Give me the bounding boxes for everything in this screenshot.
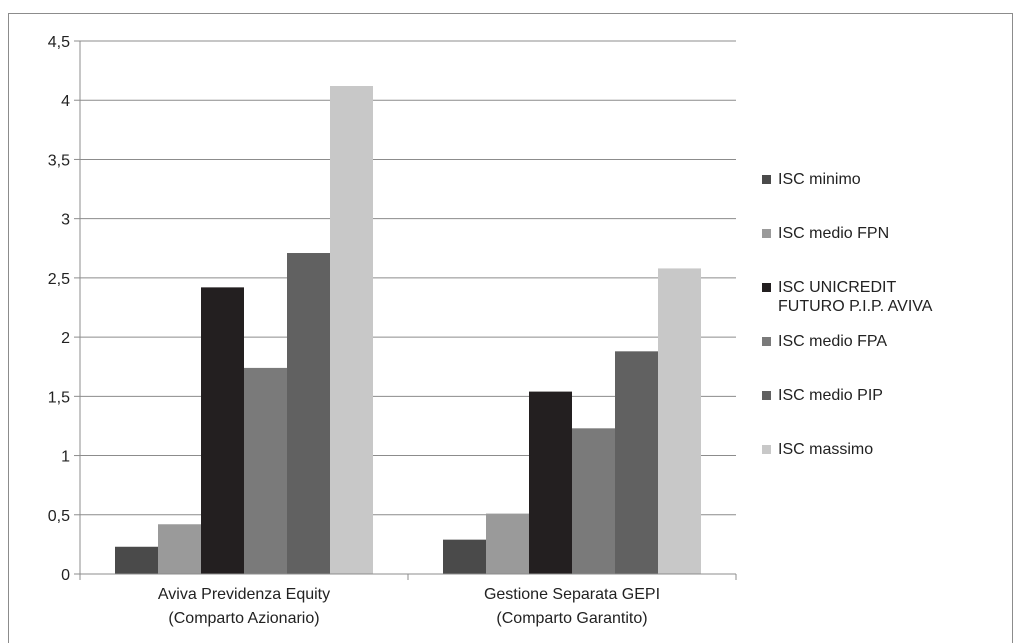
- bar: [158, 524, 201, 574]
- chart-frame: [8, 13, 1013, 643]
- legend-label: ISC medio FPA: [778, 333, 888, 350]
- x-tick-label: (Comparto Garantito): [496, 610, 647, 627]
- gridlines: [80, 40, 736, 516]
- legend-swatch: [762, 391, 771, 400]
- legend-item: ISC medio FPA: [762, 332, 887, 351]
- legend-swatch: [762, 283, 771, 292]
- y-tick-label: 0: [61, 567, 70, 584]
- bar: [244, 367, 287, 574]
- legend-swatch: [762, 175, 771, 184]
- legend-label: ISC minimo: [778, 171, 861, 188]
- bar: [201, 287, 244, 574]
- legend-item: ISC medio PIP: [762, 386, 883, 405]
- x-tick-label: Aviva Previdenza Equity: [158, 586, 330, 603]
- bar: [115, 546, 158, 574]
- x-tick-label: Gestione Separata GEPI: [484, 586, 660, 603]
- bar: [486, 513, 529, 574]
- y-tick-label: 0,5: [48, 508, 70, 525]
- bar: [615, 351, 658, 574]
- y-axis: 0 0,5 1 1,5 2 2,5 3 3,5 4 4,5: [48, 34, 81, 584]
- y-tick-label: 3,5: [48, 152, 70, 169]
- bar: [529, 391, 572, 574]
- legend-item: ISC massimo: [762, 440, 873, 459]
- x-tick-label: (Comparto Azionario): [168, 610, 319, 627]
- y-tick-label: 1,5: [48, 389, 70, 406]
- bar: [330, 86, 373, 575]
- bars: [115, 86, 701, 575]
- bar: [443, 539, 486, 574]
- legend-label: ISC medio FPN: [778, 225, 890, 242]
- bar: [287, 253, 330, 574]
- x-axis: Aviva Previdenza Equity (Comparto Azionar…: [79, 573, 737, 627]
- legend-label: ISC medio PIP: [778, 387, 883, 404]
- legend-swatch: [762, 337, 771, 346]
- legend-item: ISC medio FPN: [762, 224, 889, 243]
- legend-item: ISC minimo: [762, 170, 861, 189]
- legend-label: ISC massimo: [778, 441, 874, 458]
- legend-swatch: [762, 229, 771, 238]
- y-tick-label: 1: [61, 449, 70, 466]
- y-tick-label: 2: [61, 330, 70, 347]
- y-tick-label: 4: [61, 93, 70, 110]
- y-tick-label: 2,5: [48, 271, 70, 288]
- legend-swatch: [762, 445, 771, 454]
- y-tick-label: 4,5: [48, 34, 70, 51]
- y-tick-label: 3: [61, 212, 70, 229]
- legend-label: ISC UNICREDIT FUTURO P.I.P. AVIVA: [778, 279, 933, 315]
- legend-item: ISC UNICREDIT FUTURO P.I.P. AVIVA: [762, 278, 932, 316]
- bar: [658, 268, 701, 574]
- bar: [572, 428, 615, 574]
